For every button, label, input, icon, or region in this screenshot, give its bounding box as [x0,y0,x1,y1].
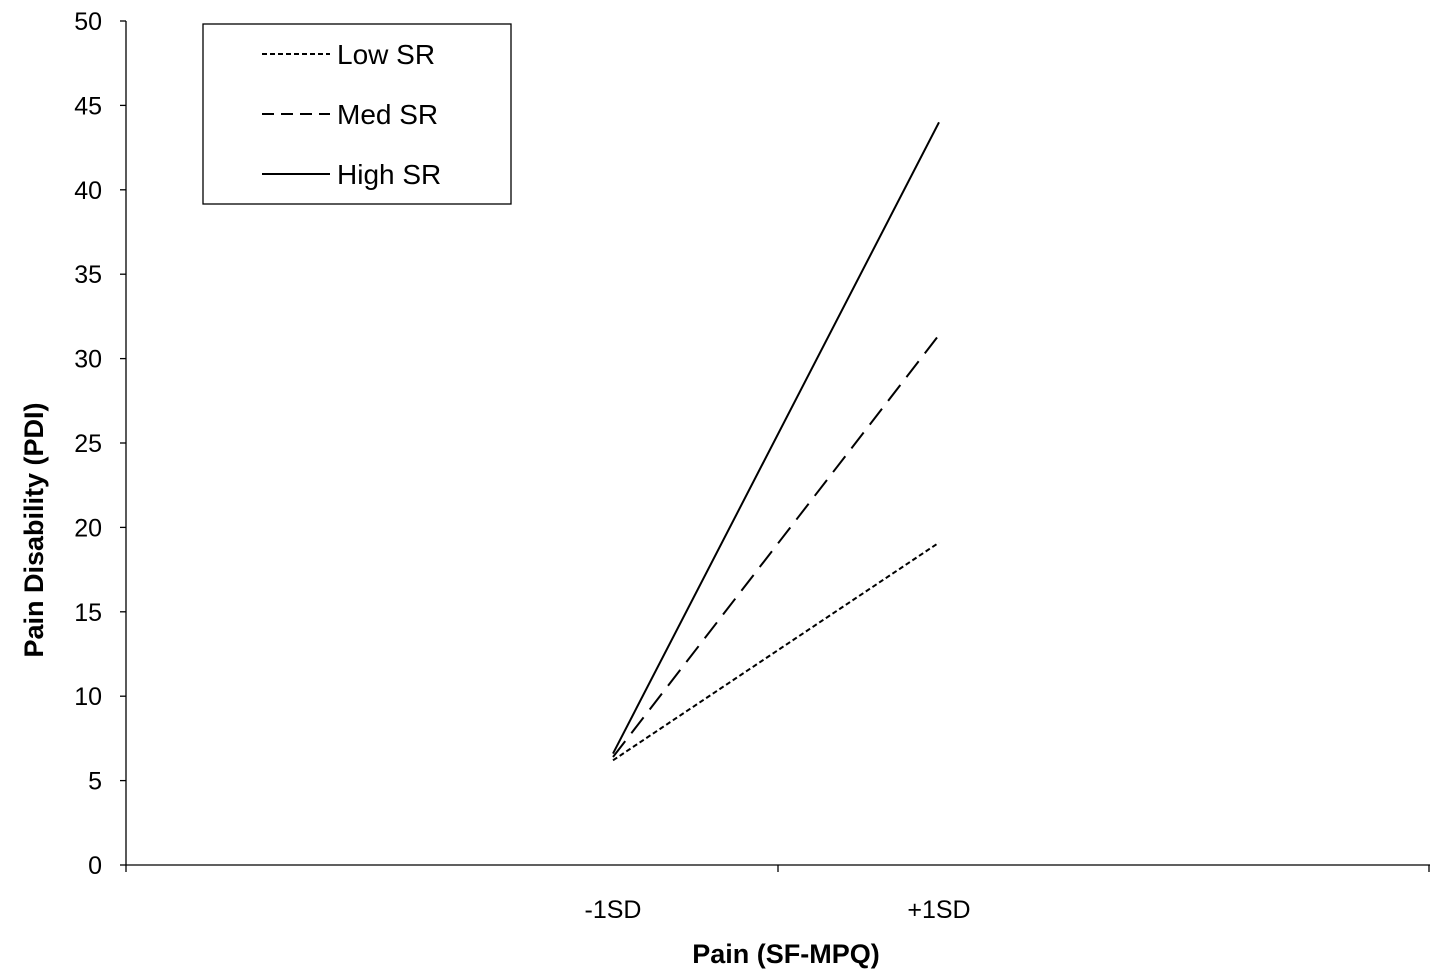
y-tick-label: 25 [74,430,102,458]
y-tick-label: 0 [88,852,102,880]
y-tick-label: 30 [74,346,102,374]
y-tick-label: 35 [74,261,102,289]
legend-label: Low SR [337,39,435,70]
legend-label: Med SR [337,99,438,130]
x-ticks: -1SD +1SD [125,865,1430,924]
y-ticks: 0 5 10 15 20 25 30 35 40 45 50 [74,8,126,880]
y-tick-label: 50 [74,8,102,36]
y-tick-label: 20 [74,514,102,542]
legend-label: High SR [337,159,441,190]
y-axis-title: Pain Disability (PDI) [19,402,49,657]
y-tick-label: 15 [74,599,102,627]
series-lines [612,121,940,762]
y-tick-label: 45 [74,92,102,120]
series-line-low-sr [612,541,940,762]
series-line-med-sr [612,334,940,758]
x-tick-label: +1SD [907,896,970,924]
x-tick-label: -1SD [585,896,642,924]
x-axis-title: Pain (SF-MPQ) [692,939,880,969]
y-tick-label: 10 [74,683,102,711]
y-tick-label: 40 [74,177,102,205]
series-line-high-sr [612,121,940,755]
legend: Low SR Med SR High SR [202,23,512,205]
y-tick-label: 5 [88,768,102,796]
legend-box [202,23,512,205]
